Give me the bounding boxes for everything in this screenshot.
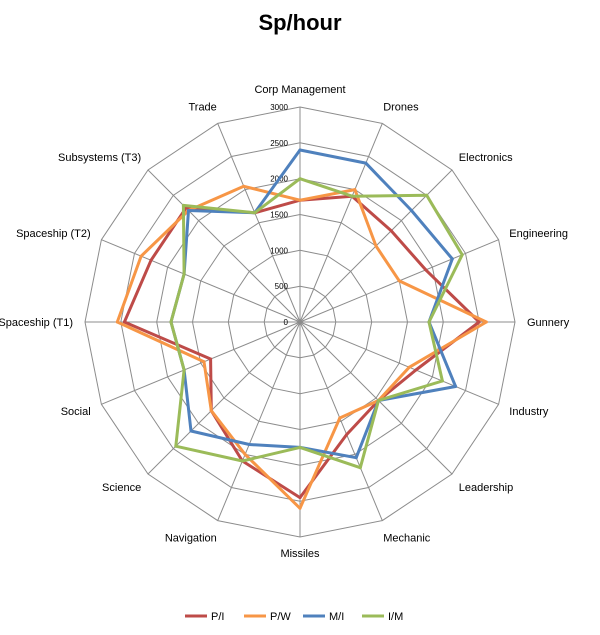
data-point: [450, 257, 454, 261]
data-point: [338, 416, 342, 420]
data-point: [358, 466, 362, 470]
spoke-14: [147, 169, 301, 323]
tick-label: 0: [284, 318, 289, 327]
data-point: [209, 409, 213, 413]
legend-label-P/W: P/W: [270, 611, 291, 623]
category-label: Spaceship (T1): [0, 317, 73, 329]
data-point: [350, 194, 354, 198]
data-point: [242, 184, 246, 188]
tick-label: 1500: [270, 211, 288, 220]
data-point: [440, 379, 444, 383]
data-point: [298, 198, 302, 202]
data-point: [182, 272, 186, 276]
legend-label-P/I: P/I: [211, 611, 224, 623]
data-point: [174, 444, 178, 448]
data-point: [209, 357, 213, 361]
data-point: [187, 209, 190, 212]
category-label: Gunnery: [527, 317, 570, 329]
data-point: [122, 320, 126, 324]
data-point: [181, 203, 185, 207]
data-point: [389, 229, 393, 233]
data-point: [298, 506, 302, 510]
spoke-15: [217, 123, 301, 323]
data-point: [425, 193, 429, 197]
category-label: Mechanic: [383, 532, 431, 544]
category-label: Social: [61, 406, 91, 418]
spoke-6: [299, 321, 453, 475]
data-point: [298, 177, 302, 181]
series-layer: [115, 148, 488, 510]
data-point: [353, 188, 357, 192]
spoke-10: [147, 321, 301, 475]
tick-label: 1000: [270, 246, 288, 255]
spoke-9: [217, 321, 301, 521]
data-point: [189, 429, 193, 433]
category-label: Drones: [383, 102, 419, 114]
data-point: [240, 459, 244, 463]
legend-label-M/I: M/I: [329, 611, 344, 623]
data-point: [374, 244, 378, 248]
data-point: [397, 279, 401, 283]
data-point: [169, 320, 173, 324]
category-label: Science: [102, 482, 141, 494]
data-point: [345, 433, 349, 437]
spoke-1: [299, 123, 383, 323]
tick-label: 500: [275, 282, 289, 291]
category-label: Subsystems (T3): [58, 152, 141, 164]
data-point: [115, 320, 119, 324]
tick-label: 2500: [270, 139, 288, 148]
data-point: [427, 320, 431, 324]
data-point: [298, 445, 302, 449]
data-point: [139, 254, 143, 258]
data-point: [410, 209, 413, 212]
spoke-7: [299, 321, 383, 521]
chart-title: Sp/hour: [258, 10, 342, 35]
data-point: [477, 320, 481, 324]
category-label: Leadership: [459, 482, 513, 494]
category-label: Spaceship (T2): [16, 228, 91, 240]
data-point: [182, 368, 186, 372]
spoke-11: [101, 321, 301, 405]
category-labels: Corp Management Drones Electronics Engineer…: [0, 84, 570, 560]
data-point: [424, 268, 428, 272]
category-label: Corp Management: [254, 84, 345, 96]
data-point: [460, 253, 464, 257]
category-label: Electronics: [459, 152, 513, 164]
data-point: [247, 443, 251, 446]
data-point: [377, 399, 380, 402]
data-point: [454, 385, 458, 388]
category-label: Missiles: [280, 548, 320, 560]
spoke-13: [101, 239, 301, 323]
data-point: [484, 320, 488, 324]
legend-label-I/M: I/M: [388, 611, 403, 623]
series-line-I/M: [169, 177, 464, 470]
data-point: [354, 456, 358, 460]
data-point: [202, 360, 206, 364]
spoke-5: [299, 321, 499, 405]
data-point: [298, 148, 302, 152]
data-point: [407, 365, 411, 369]
data-point: [298, 496, 302, 500]
data-point: [149, 258, 153, 262]
data-point: [243, 452, 247, 456]
data-point: [253, 211, 257, 215]
category-label: Industry: [509, 406, 549, 418]
tick-label: 3000: [270, 103, 288, 112]
category-label: Trade: [188, 102, 216, 114]
category-label: Navigation: [165, 532, 217, 544]
category-label: Engineering: [509, 228, 568, 240]
radar-spokes: [85, 107, 515, 537]
data-point: [364, 161, 368, 165]
data-point: [414, 368, 418, 372]
legend: P/I P/W M/I I/M: [185, 611, 403, 623]
